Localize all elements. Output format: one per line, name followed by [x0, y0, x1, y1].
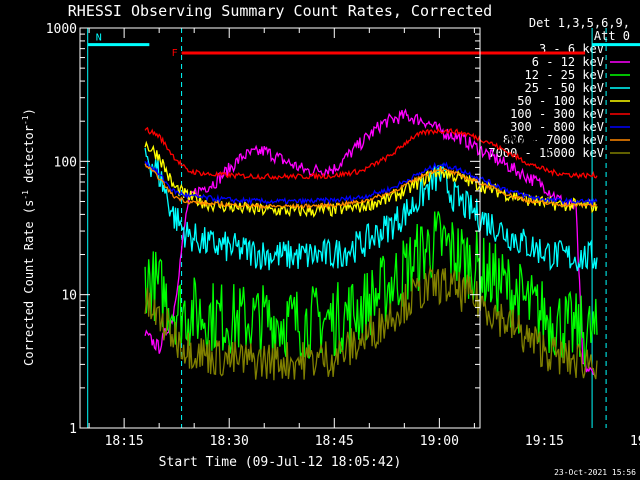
x-tick-label: 18:15 [105, 434, 144, 449]
flag-bars: NF [87, 33, 640, 59]
series-line-7 [144, 163, 598, 210]
x-tick-label: 18:45 [315, 434, 354, 449]
y-axis-label-main: Corrected Count Rate (s [22, 200, 36, 366]
legend-header-line-2: Att 0 [594, 29, 630, 43]
y-axis-label-sup1: -1 [21, 190, 30, 200]
flag-label-night: N [96, 33, 102, 44]
series-line-2 [144, 211, 598, 367]
y-axis-label: Corrected Count Rate (s-1 detector-1) [21, 108, 36, 366]
chart-title: RHESSI Observing Summary Count Rates, Co… [68, 2, 492, 20]
series-line-8 [144, 265, 598, 381]
y-tick-label: 1000 [46, 22, 77, 37]
x-tick-label: 18:30 [210, 434, 249, 449]
y-tick-label: 10 [61, 289, 77, 304]
legend-entry-label: 12 - 25 keV [525, 68, 604, 82]
y-axis-label-text: Corrected Count Rate (s-1 detector-1) [21, 108, 36, 366]
axes: 1000 100 10 1 18:15 18:30 18:45 19:00 19:15 19:30… [46, 22, 640, 449]
legend-entry-label: 50 - 100 keV [517, 94, 604, 108]
flag-label-flare: F [172, 48, 178, 59]
y-axis-label-mid: detector [22, 125, 36, 190]
plot-frame [79, 27, 481, 429]
series-line-5 [144, 126, 598, 181]
legend-entry-label: 7000 - 15000 keV [488, 146, 604, 160]
y-tick-label: 1 [69, 422, 77, 437]
legend-entry-label: 25 - 50 keV [525, 81, 604, 95]
legend-entry-label: 100 - 300 keV [510, 107, 604, 121]
plot-timestamp: 23-Oct-2021 15:56 [554, 468, 636, 477]
series-line-4 [144, 140, 598, 218]
y-axis-label-sup2: -1 [21, 115, 30, 125]
data-series [144, 108, 598, 408]
legend-header-line-1: Det 1,3,5,6,9, [529, 16, 630, 30]
series-line-6 [144, 159, 598, 207]
series-line-3 [144, 147, 598, 272]
x-tick-label: 19:30 [630, 434, 640, 449]
legend-entry-label: 300 - 800 keV [510, 120, 604, 134]
x-axis-label: Start Time (09-Jul-12 18:05:42) [159, 455, 402, 470]
y-axis-label-end: ) [22, 108, 36, 115]
legend-entry-label: 6 - 12 keV [532, 55, 604, 69]
x-tick-label: 19:15 [525, 434, 564, 449]
y-tick-label: 100 [54, 155, 77, 170]
series-line-1 [144, 108, 595, 376]
series-line-0 [144, 116, 577, 408]
x-tick-label: 19:00 [420, 434, 459, 449]
